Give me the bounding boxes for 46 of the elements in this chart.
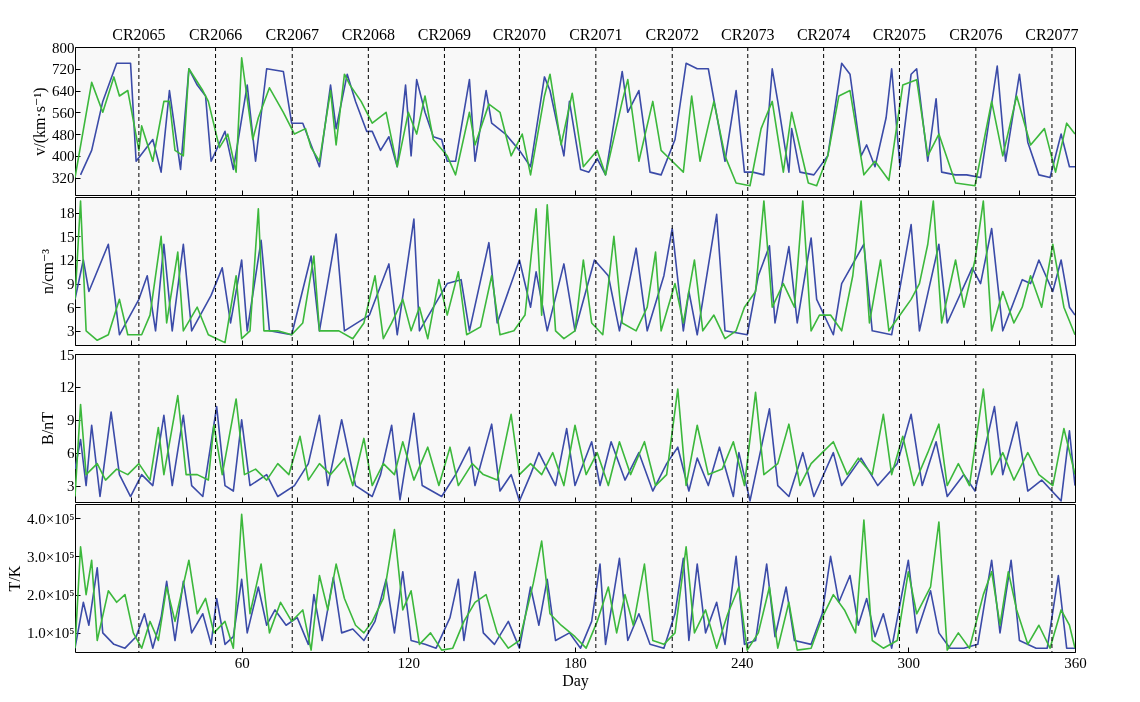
x-tick-label: 360: [1064, 654, 1087, 671]
y-tick-label: 6: [67, 445, 75, 462]
y-tick-label: 18: [59, 205, 75, 222]
x-tick-label: 120: [397, 654, 421, 671]
ref-line-label: CR2074: [796, 26, 851, 43]
y-tick-label: 560: [52, 104, 75, 121]
y-tick-label: 640: [52, 83, 75, 100]
ref-line-label: CR2076: [949, 26, 1003, 43]
y-tick-label: 2.0×10⁵: [27, 587, 75, 604]
x-tick-label: 300: [897, 654, 921, 671]
y-tick-label: 9: [67, 276, 75, 293]
y-tick-label: 1.0×10⁵: [27, 625, 75, 642]
y-tick-label: 320: [52, 170, 75, 187]
ref-line-label: CR2068: [341, 26, 396, 43]
y-tick-label: 400: [52, 148, 75, 165]
y-axis-title: n/cm⁻³: [38, 248, 56, 295]
y-tick-label: 480: [52, 126, 75, 143]
y-tick-label: 720: [52, 61, 75, 78]
y-axis-title: T/K: [6, 565, 24, 592]
y-tick-label: 15: [59, 346, 75, 363]
ref-line-label: CR2066: [188, 26, 243, 43]
y-tick-label: 12: [59, 379, 75, 396]
y-tick-label: 800: [52, 39, 75, 56]
y-tick-label: 15: [59, 228, 75, 245]
y-tick-label: 3.0×10⁵: [27, 548, 75, 565]
y-tick-label: 3: [67, 478, 75, 495]
ref-line-label: CR2073: [721, 26, 775, 43]
ref-line-label: CR2072: [645, 26, 699, 43]
x-tick-label: 240: [730, 654, 754, 671]
x-tick-label: 60: [234, 654, 250, 671]
ref-line-label: CR2070: [492, 26, 547, 43]
y-axis-title: B/nT: [38, 411, 56, 445]
y-tick-label: 3: [67, 323, 75, 340]
ref-line-label: CR2065: [112, 26, 166, 43]
ref-line-label: CR2077: [1025, 26, 1079, 43]
y-tick-label: 9: [67, 412, 75, 429]
ref-line-label: CR2075: [872, 26, 927, 43]
ref-line-label: CR2071: [569, 26, 623, 43]
x-axis-title: Day: [562, 671, 589, 690]
y-axis-title: v/(km·s⁻¹): [31, 87, 49, 156]
y-tick-label: 4.0×10⁵: [27, 510, 75, 527]
ref-line-label: CR2069: [417, 26, 472, 43]
y-tick-label: 6: [67, 299, 75, 316]
y-tick-label: 12: [59, 252, 75, 269]
x-tick-label: 180: [564, 654, 587, 671]
ref-line-label: CR2067: [265, 26, 319, 43]
